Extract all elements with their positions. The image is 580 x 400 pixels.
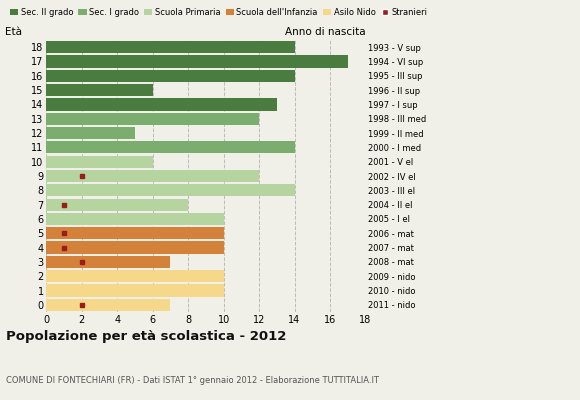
Bar [46,198,188,211]
Bar [46,70,295,82]
Bar [46,227,224,239]
Bar [46,156,153,168]
Bar [46,127,135,139]
Bar [46,270,224,282]
Bar [46,98,277,110]
Text: Anno di nascita: Anno di nascita [285,27,365,37]
Bar [46,170,259,182]
Bar [46,213,224,225]
Bar [46,113,259,125]
Bar [46,242,224,254]
Text: Popolazione per età scolastica - 2012: Popolazione per età scolastica - 2012 [6,330,286,343]
Text: COMUNE DI FONTECHIARI (FR) - Dati ISTAT 1° gennaio 2012 - Elaborazione TUTTITALI: COMUNE DI FONTECHIARI (FR) - Dati ISTAT … [6,376,379,385]
Bar [46,256,171,268]
Bar [46,84,153,96]
Legend: Sec. II grado, Sec. I grado, Scuola Primaria, Scuola dell'Infanzia, Asilo Nido, : Sec. II grado, Sec. I grado, Scuola Prim… [10,8,427,17]
Bar [46,141,295,154]
Bar [46,41,295,53]
Bar [46,55,347,68]
Text: Età: Età [5,27,22,37]
Bar [46,299,171,311]
Bar [46,284,224,297]
Bar [46,184,295,196]
